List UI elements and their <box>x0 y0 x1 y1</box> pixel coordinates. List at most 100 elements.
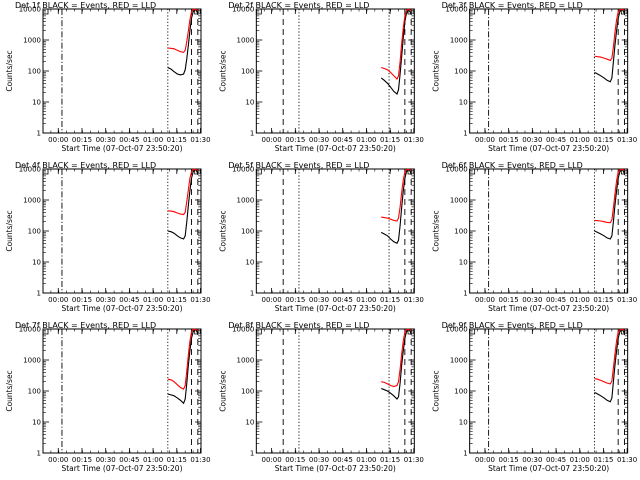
y-tick-label: 10 <box>32 99 41 107</box>
x-tick-label: 00:00 <box>262 456 282 464</box>
y-tick-label: 10 <box>459 259 468 267</box>
x-tick-label: 00:15 <box>499 296 519 304</box>
x-tick-label: 00:15 <box>72 456 92 464</box>
y-tick-label: 10000 <box>445 6 467 14</box>
y-tick-label: 100 <box>28 228 41 236</box>
x-tick-label: 00:45 <box>333 136 353 144</box>
series-events <box>167 169 199 240</box>
series-events <box>167 329 199 405</box>
plot-frame <box>42 328 202 454</box>
x-tick-label: 00:15 <box>499 136 519 144</box>
y-tick-label: 100 <box>241 228 254 236</box>
y-tick-label: 100 <box>241 68 254 76</box>
series-lld <box>167 328 199 390</box>
x-tick-label: 01:15 <box>380 296 400 304</box>
y-axis-label: Counts/sec <box>5 210 14 251</box>
plot-frame <box>255 168 415 294</box>
series-lld <box>381 8 412 80</box>
series-lld <box>594 168 625 224</box>
x-tick-label: 00:30 <box>309 296 329 304</box>
x-axis-label: Start Time (07-Oct-07 23:50:20) <box>488 464 609 473</box>
y-tick-label: 100 <box>454 388 467 396</box>
series-events <box>380 9 412 96</box>
x-tick-label: 00:15 <box>285 136 305 144</box>
y-tick-label: 100 <box>454 68 467 76</box>
y-axis-label: Counts/sec <box>218 50 227 91</box>
y-tick-label: 10000 <box>232 166 254 174</box>
y-tick-label: 1 <box>37 290 41 298</box>
y-tick-label: 1 <box>37 130 41 138</box>
series-lld <box>381 168 412 222</box>
x-tick-label: 01:30 <box>404 456 424 464</box>
y-tick-label: 10000 <box>232 6 254 14</box>
x-tick-label: 01:30 <box>404 296 424 304</box>
plot-frame <box>469 8 629 134</box>
series-events <box>380 169 412 245</box>
y-axis-label: Counts/sec <box>432 210 441 251</box>
x-tick-label: 00:45 <box>119 456 139 464</box>
y-axis-label: Counts/sec <box>218 210 227 251</box>
panel-title: Det 3f BLACK = Events, RED = LLD <box>442 1 583 10</box>
x-tick-label: 01:15 <box>167 136 187 144</box>
interval-bracket <box>255 169 262 175</box>
y-axis-label: Counts/sec <box>5 370 14 411</box>
y-tick-label: 1000 <box>237 357 255 365</box>
detector-panel-5: Det 5f BLACK = Events, RED = LLD 1 10 100 10… <box>218 161 424 313</box>
y-tick-label: 10000 <box>19 6 41 14</box>
y-tick-label: 10 <box>32 259 41 267</box>
interval-bracket <box>255 9 262 15</box>
y-tick-label: 10 <box>245 99 254 107</box>
interval-bracket <box>42 9 49 15</box>
interval-bracket <box>469 9 476 15</box>
series-lld <box>167 8 199 53</box>
x-tick-label: 01:00 <box>356 456 376 464</box>
y-tick-label: 1000 <box>450 37 468 45</box>
x-tick-label: 01:15 <box>380 456 400 464</box>
interval-bracket <box>469 329 476 335</box>
y-tick-label: 10 <box>245 259 254 267</box>
x-tick-label: 01:15 <box>167 296 187 304</box>
x-tick-label: 01:15 <box>167 456 187 464</box>
x-tick-label: 01:30 <box>190 136 210 144</box>
x-tick-label: 00:30 <box>96 136 116 144</box>
x-axis-label: Start Time (07-Oct-07 23:50:20) <box>275 144 396 153</box>
x-tick-label: 00:15 <box>285 296 305 304</box>
detector-panel-3: Det 3f BLACK = Events, RED = LLD 1 10 100 10… <box>432 1 638 153</box>
x-tick-label: 00:30 <box>309 456 329 464</box>
y-tick-label: 10000 <box>19 326 41 334</box>
x-tick-label: 01:30 <box>404 136 424 144</box>
x-axis-label: Start Time (07-Oct-07 23:50:20) <box>61 144 182 153</box>
interval-bracket <box>194 329 199 335</box>
panel-title: Det 7f BLACK = Events, RED = LLD <box>15 321 156 330</box>
y-tick-label: 10000 <box>445 166 467 174</box>
x-tick-label: 00:15 <box>285 456 305 464</box>
x-tick-label: 00:45 <box>333 456 353 464</box>
panel-title: Det 6f BLACK = Events, RED = LLD <box>442 161 583 170</box>
y-tick-label: 1000 <box>237 197 255 205</box>
interval-bracket <box>42 169 49 175</box>
series-events <box>167 9 199 76</box>
interval-bracket <box>42 329 49 335</box>
y-tick-label: 100 <box>28 388 41 396</box>
detector-panel-7: Det 7f BLACK = Events, RED = LLD 1 10 100 10… <box>5 321 211 473</box>
interval-bracket <box>469 169 476 175</box>
x-tick-label: 00:30 <box>522 136 542 144</box>
x-tick-label: 01:00 <box>143 296 163 304</box>
series-events <box>594 329 625 403</box>
panel-title: Det 1f BLACK = Events, RED = LLD <box>15 1 156 10</box>
x-tick-label: 00:30 <box>96 456 116 464</box>
y-axis-label: Counts/sec <box>5 50 14 91</box>
x-tick-label: 01:30 <box>617 456 637 464</box>
x-tick-label: 00:00 <box>262 296 282 304</box>
x-tick-label: 00:00 <box>262 136 282 144</box>
plot-frame <box>42 168 202 294</box>
x-axis-label: Start Time (07-Oct-07 23:50:20) <box>61 304 182 313</box>
detector-panel-8: Det 8f BLACK = Events, RED = LLD 1 10 100 10… <box>218 321 424 473</box>
interval-bracket <box>255 329 262 335</box>
panel-title: Det 9f BLACK = Events, RED = LLD <box>442 321 583 330</box>
y-tick-label: 10 <box>459 99 468 107</box>
y-tick-label: 10 <box>459 419 468 427</box>
panel-title: Det 8f BLACK = Events, RED = LLD <box>228 321 369 330</box>
x-axis-label: Start Time (07-Oct-07 23:50:20) <box>275 304 396 313</box>
plot-frame <box>255 8 415 134</box>
